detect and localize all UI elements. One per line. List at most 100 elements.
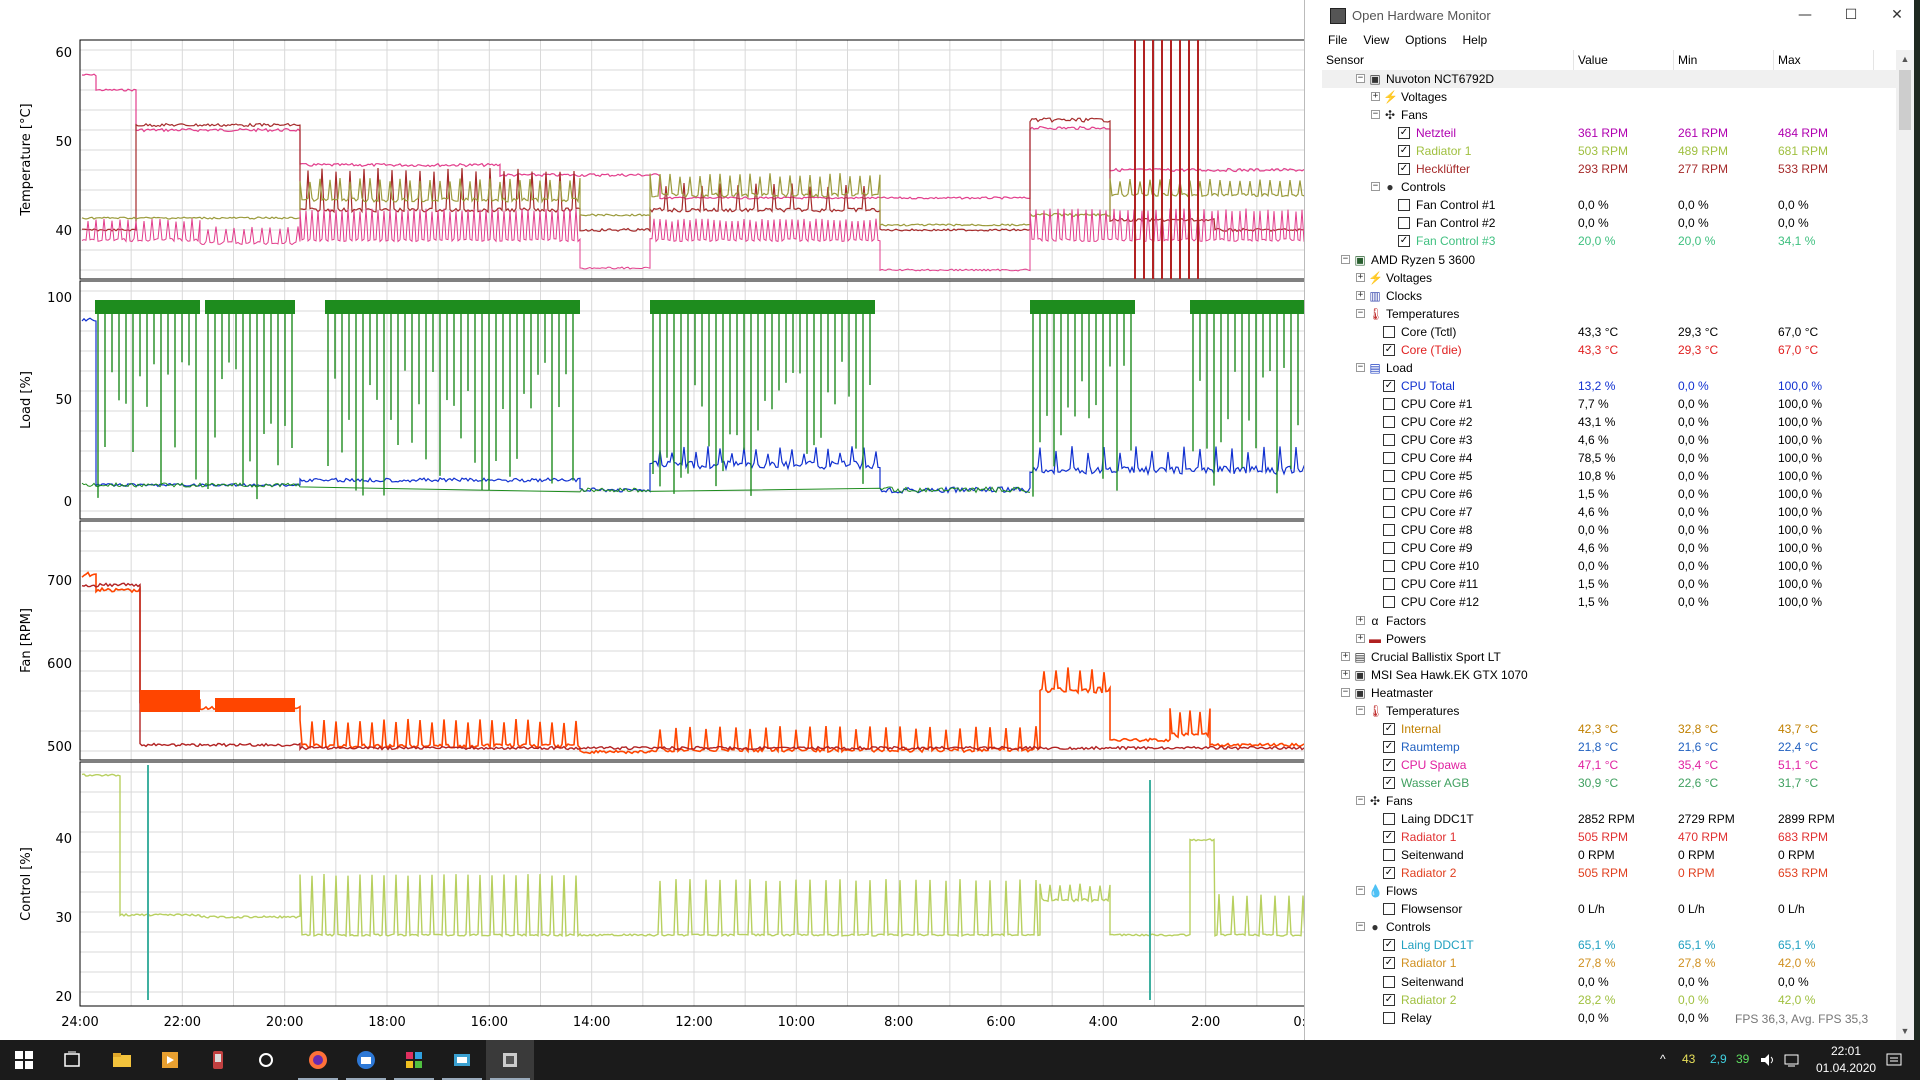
- tree-row[interactable]: − ✣ Fans: [1322, 792, 1896, 810]
- sensor-checkbox[interactable]: [1383, 488, 1395, 501]
- sensor-checkbox[interactable]: ✓: [1383, 343, 1395, 356]
- tree-row[interactable]: + ⚡ Voltages: [1322, 269, 1896, 287]
- sensor-checkbox[interactable]: ✓: [1398, 127, 1410, 140]
- expand-icon[interactable]: +: [1356, 289, 1365, 300]
- collapse-icon[interactable]: −: [1371, 109, 1380, 120]
- tree-row[interactable]: ✓ Radiator 2 505 RPM 0 RPM 653 RPM: [1322, 864, 1896, 882]
- vertical-scrollbar[interactable]: ▲ ▼: [1896, 50, 1914, 1040]
- tree-row[interactable]: + ▣ MSI Sea Hawk.EK GTX 1070: [1322, 666, 1896, 684]
- tree-row[interactable]: Laing DDC1T 2852 RPM 2729 RPM 2899 RPM: [1322, 810, 1896, 828]
- tree-row[interactable]: Relay 0,0 % 0,0 %: [1322, 1009, 1896, 1027]
- tree-row[interactable]: − ▣ AMD Ryzen 5 3600: [1322, 251, 1896, 269]
- tree-row[interactable]: CPU Core #8 0,0 % 0,0 % 100,0 %: [1322, 521, 1896, 539]
- sensor-checkbox[interactable]: [1383, 325, 1395, 338]
- sensor-checkbox[interactable]: [1398, 217, 1410, 230]
- tree-row[interactable]: − 🌡 Temperatures: [1322, 305, 1896, 323]
- col-max[interactable]: Max: [1774, 50, 1874, 70]
- tray-value-1[interactable]: 2,9: [1710, 1052, 1727, 1066]
- sensor-checkbox[interactable]: ✓: [1383, 722, 1395, 735]
- sensor-checkbox[interactable]: ✓: [1383, 740, 1395, 753]
- tree-row[interactable]: ✓ Fan Control #3 20,0 % 20,0 % 34,1 %: [1322, 232, 1896, 250]
- tree-row[interactable]: CPU Core #9 4,6 % 0,0 % 100,0 %: [1322, 539, 1896, 557]
- tree-row[interactable]: Seitenwand 0,0 % 0,0 % 0,0 %: [1322, 973, 1896, 991]
- tray-cpu-temp[interactable]: 43: [1682, 1052, 1696, 1066]
- tree-row[interactable]: Fan Control #1 0,0 % 0,0 % 0,0 %: [1322, 196, 1896, 214]
- collapse-icon[interactable]: −: [1356, 361, 1365, 372]
- sensor-checkbox[interactable]: [1383, 813, 1395, 826]
- scroll-up-icon[interactable]: ▲: [1900, 54, 1910, 64]
- tree-row[interactable]: ✓ Laing DDC1T 65,1 % 65,1 % 65,1 %: [1322, 936, 1896, 954]
- sensor-checkbox[interactable]: [1383, 596, 1395, 609]
- paint-app-button[interactable]: [390, 1040, 438, 1080]
- sensor-checkbox[interactable]: [1383, 849, 1395, 862]
- sensor-checkbox[interactable]: [1383, 397, 1395, 410]
- collapse-icon[interactable]: −: [1371, 181, 1380, 192]
- tree-row[interactable]: ✓ Core (Tdie) 43,3 °C 29,3 °C 67,0 °C: [1322, 341, 1896, 359]
- tree-row[interactable]: Seitenwand 0 RPM 0 RPM 0 RPM: [1322, 846, 1896, 864]
- tree-row[interactable]: ✓ Radiator 1 503 RPM 489 RPM 681 RPM: [1322, 142, 1896, 160]
- app-red-button[interactable]: [194, 1040, 242, 1080]
- ohm-app-button[interactable]: [486, 1040, 534, 1080]
- sensor-checkbox[interactable]: ✓: [1383, 758, 1395, 771]
- network-icon[interactable]: [1784, 1053, 1800, 1067]
- close-button[interactable]: ✕: [1891, 7, 1903, 23]
- tree-row[interactable]: − 💧 Flows: [1322, 882, 1896, 900]
- sensor-checkbox[interactable]: ✓: [1383, 867, 1395, 880]
- thunderbird-button[interactable]: [342, 1040, 390, 1080]
- sensor-checkbox[interactable]: ✓: [1383, 831, 1395, 844]
- collapse-icon[interactable]: −: [1356, 921, 1365, 932]
- tree-row[interactable]: ✓ Radiator 2 28,2 % 0,0 % 42,0 %: [1322, 991, 1896, 1009]
- expand-icon[interactable]: +: [1356, 632, 1365, 643]
- sensor-checkbox[interactable]: ✓: [1398, 163, 1410, 176]
- collapse-icon[interactable]: −: [1356, 73, 1365, 83]
- tree-row[interactable]: ✓ Radiator 1 505 RPM 470 RPM 683 RPM: [1322, 828, 1896, 846]
- tree-row[interactable]: Core (Tctl) 43,3 °C 29,3 °C 67,0 °C: [1322, 323, 1896, 341]
- notifications-icon[interactable]: [1886, 1052, 1902, 1068]
- collapse-icon[interactable]: −: [1356, 704, 1365, 715]
- tree-row[interactable]: ✓ Raumtemp 21,8 °C 21,6 °C 22,4 °C: [1322, 738, 1896, 756]
- scroll-down-icon[interactable]: ▼: [1900, 1026, 1910, 1036]
- tree-row[interactable]: CPU Core #1 7,7 % 0,0 % 100,0 %: [1322, 395, 1896, 413]
- task-view-button[interactable]: [48, 1040, 96, 1080]
- sensor-checkbox[interactable]: [1383, 434, 1395, 446]
- sensor-checkbox[interactable]: [1398, 199, 1410, 212]
- tree-row[interactable]: ✓ Internal 42,3 °C 32,8 °C 43,7 °C: [1322, 720, 1896, 738]
- tree-row[interactable]: − ▣ Heatmaster: [1322, 684, 1896, 702]
- sensor-checkbox[interactable]: [1383, 452, 1395, 465]
- col-value[interactable]: Value: [1574, 50, 1674, 70]
- windows-start-button[interactable]: [0, 1040, 48, 1080]
- tree-row[interactable]: CPU Core #7 4,6 % 0,0 % 100,0 %: [1322, 503, 1896, 521]
- tree-row[interactable]: CPU Core #4 78,5 % 0,0 % 100,0 %: [1322, 449, 1896, 467]
- tree-row[interactable]: CPU Core #2 43,1 % 0,0 % 100,0 %: [1322, 413, 1896, 431]
- collapse-icon[interactable]: −: [1356, 307, 1365, 318]
- file-explorer-button[interactable]: [98, 1040, 146, 1080]
- menu-help[interactable]: Help: [1462, 33, 1488, 47]
- sensor-checkbox[interactable]: ✓: [1383, 993, 1395, 1006]
- tree-row[interactable]: CPU Core #11 1,5 % 0,0 % 100,0 %: [1322, 575, 1896, 593]
- tree-row[interactable]: ✓ Netzteil 361 RPM 261 RPM 484 RPM: [1322, 124, 1896, 142]
- sensor-checkbox[interactable]: [1383, 542, 1395, 555]
- tree-row[interactable]: Flowsensor 0 L/h 0 L/h 0 L/h: [1322, 900, 1896, 918]
- sensor-checkbox[interactable]: [1383, 975, 1395, 988]
- collapse-icon[interactable]: −: [1341, 686, 1350, 697]
- tree-row[interactable]: CPU Core #5 10,8 % 0,0 % 100,0 %: [1322, 467, 1896, 485]
- sensor-checkbox[interactable]: [1383, 470, 1395, 483]
- sensor-checkbox[interactable]: [1383, 415, 1395, 428]
- tree-row[interactable]: − ● Controls: [1322, 918, 1896, 936]
- tree-row[interactable]: Fan Control #2 0,0 % 0,0 % 0,0 %: [1322, 214, 1896, 232]
- expand-icon[interactable]: +: [1356, 271, 1365, 282]
- sensor-checkbox[interactable]: ✓: [1383, 379, 1395, 392]
- sensor-checkbox[interactable]: [1383, 578, 1395, 591]
- collapse-icon[interactable]: −: [1356, 795, 1365, 805]
- collapse-icon[interactable]: −: [1356, 885, 1365, 896]
- tree-row[interactable]: ✓ Wasser AGB 30,9 °C 22,6 °C 31,7 °C: [1322, 774, 1896, 792]
- sensor-checkbox[interactable]: [1383, 903, 1395, 916]
- tree-row[interactable]: ✓ Radiator 1 27,8 % 27,8 % 42,0 %: [1322, 954, 1896, 972]
- tree-row[interactable]: CPU Core #3 4,6 % 0,0 % 100,0 %: [1322, 431, 1896, 449]
- tree-row[interactable]: − ✣ Fans: [1322, 106, 1896, 124]
- tree-row[interactable]: ✓ CPU Spawa 47,1 °C 35,4 °C 51,1 °C: [1322, 756, 1896, 774]
- sensor-checkbox[interactable]: [1383, 524, 1395, 537]
- tree-row[interactable]: ✓ CPU Total 13,2 % 0,0 % 100,0 %: [1322, 377, 1896, 395]
- firefox-button[interactable]: [294, 1040, 342, 1080]
